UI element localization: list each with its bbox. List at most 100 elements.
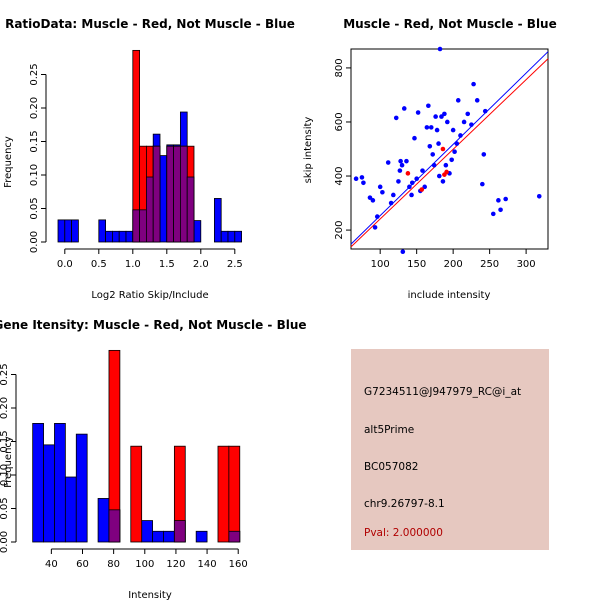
scatter-blue-point-43 [443,162,449,168]
ratio-histogram-axes: 0.0 0.5 1.0 1.5 2.0 2.5 0.00 0.05 0.10 0.15 0.20 0.… [29,63,243,270]
intensity-hist-y-tick-label-0: 0.00 [0,531,10,553]
intensity-hist-blue-bar-11 [152,530,164,543]
scatter-blue-point-16 [399,162,405,168]
scatter-fit-lines [350,51,549,248]
ratio-hist-x-tick-label-4: 2.0 [193,259,209,270]
scatter-plot-frame [350,48,549,250]
scatter-red-point-1 [419,187,425,192]
scatter-blue-point-42 [442,111,447,117]
scatter-blue-point-63 [503,196,508,202]
scatter-blue-point-20 [407,184,412,190]
ratio-hist-y-tick-label-3: 0.15 [29,130,40,152]
intensity-hist-blue-bar-3 [64,476,77,543]
intensity-histogram-axes: 40 60 80 100 120 140 160 0.00 0.05 0.10 0.15 0.20 0.… [0,363,248,570]
intensity-hist-blue-bar-1 [43,444,55,543]
scatter-blue-point-6 [374,214,380,219]
ratio-hist-x-tick-label-0: 0.0 [57,259,73,270]
scatter-blue-point-15 [398,158,403,164]
scatter-blue-point-4 [370,198,376,203]
ratio-hist-blue-bar-20 [193,220,202,243]
ratio-hist-overlap-bar-8 [186,176,195,243]
scatter-blue-point-40 [439,114,444,119]
scatter-axes: 100 150 200 250 300 200 400 600 800 [334,58,536,270]
scatter-blue-point-48 [452,149,457,155]
scatter-x-tick-label-0: 100 [371,259,390,270]
scatter-blue-point-12 [393,115,399,121]
intensity-hist-overlap-bar-0 [108,509,121,543]
intensity-hist-x-tick-label-1: 60 [76,559,89,570]
intensity-hist-y-tick-label-4: 0.20 [0,397,10,419]
intensity-hist-overlap-bar-2 [173,520,186,543]
scatter-blue-point-29 [424,125,430,130]
ratio-hist-overlap-bar-0 [132,209,141,243]
intensity-histogram: Gene Itensity: Muscle - Red, Not Muscle … [0,318,307,601]
scatter-fit-line-1 [350,58,549,248]
scatter-x-tick-label-3: 250 [480,259,499,270]
scatter-blue-point-11 [391,192,396,198]
intensity-hist-x-tick-label-6: 160 [229,559,248,570]
ratio-hist-overlap-bar-2 [145,176,154,243]
scatter-blue-point-34 [431,162,437,168]
scatter-blue-point-27 [420,168,425,173]
ratio-hist-x-tick-label-2: 1.0 [125,259,141,270]
intensity-hist-blue-bar-4 [75,433,88,543]
intensity-hist-x-tick-label-3: 100 [135,559,154,570]
scatter-blue-point-46 [449,157,454,163]
scatter-blue-point-52 [461,119,467,125]
scatter-y-tick-label-2: 600 [334,112,345,131]
intensity-histogram-title: Gene Itensity: Muscle - Red, Not Muscle … [0,318,307,332]
scatter-blue-point-51 [458,133,463,138]
scatter-red-point-2 [440,146,446,152]
scatter-blue-point-35 [433,114,438,119]
intensity-histogram-ylabel: Frequency [3,436,14,488]
ratio-hist-x-tick-label-1: 0.5 [91,259,107,270]
ratio-hist-y-tick-label-1: 0.05 [29,197,40,219]
scatter-blue-point-21 [409,192,414,198]
scatter-blue-point-37 [436,141,441,146]
intensity-hist-y-tick-label-3: 0.15 [0,430,10,452]
scatter-blue-point-61 [496,198,501,203]
scatter-blue-point-13 [396,179,401,184]
scatter-blue-point-3 [367,195,373,200]
ratio-hist-blue-bar-26 [234,230,243,243]
ratio-hist-y-tick-label-4: 0.20 [29,97,40,119]
intensity-hist-x-tick-label-0: 40 [45,559,58,570]
scatter-blue-point-38 [436,173,442,179]
scatter-blue-point-22 [409,180,415,186]
location-text: chr9.26797-8.1 [364,498,445,510]
scatter-blue-point-9 [385,160,391,165]
ratio-hist-blue-bar-8 [112,230,120,243]
ratio-hist-blue-bar-0 [57,219,66,243]
scatter-blue-point-59 [482,108,488,114]
scatter-blue-point-19 [404,158,409,164]
scatter-blue-point-41 [440,179,446,184]
scatter-blue-point-36 [434,127,440,133]
scatter-red-point-0 [405,171,411,176]
event-type-text: alt5Prime [364,424,415,436]
scatter-y-tick-label-3: 800 [334,58,345,77]
scatter-blue-point-55 [471,81,476,87]
ratio-histogram-bars [57,49,243,243]
scatter-xlabel: include intensity [408,290,491,301]
intensity-hist-x-tick-label-5: 140 [198,559,217,570]
scatter-blue-point-5 [372,225,378,230]
ratio-histogram: RatioData: Muscle - Red, Not Muscle - Bl… [3,17,295,301]
scatter-blue-point-49 [454,141,460,146]
ratio-hist-overlap-bar-3 [152,145,161,243]
intensity-hist-blue-bar-15 [195,530,208,543]
intensity-hist-x-tick-label-2: 80 [107,559,120,570]
intensity-histogram-bars [32,349,241,543]
intensity-hist-y-tick-label-5: 0.25 [0,363,10,385]
ratio-hist-blue-bar-7 [105,230,113,243]
ratio-hist-blue-bar-9 [118,230,127,243]
scatter-blue-point-32 [428,125,434,130]
ratio-hist-blue-bar-1 [64,219,73,243]
ratio-histogram-xlabel: Log2 Ratio Skip/Include [91,290,208,301]
scatter-blue-point-7 [377,184,383,190]
ratio-histogram-title: RatioData: Muscle - Red, Not Muscle - Bl… [5,17,295,31]
scatter-ylabel: skip intensity [303,117,314,184]
scatter-blue-point-18 [401,106,407,111]
ratio-hist-blue-bar-24 [220,230,229,243]
